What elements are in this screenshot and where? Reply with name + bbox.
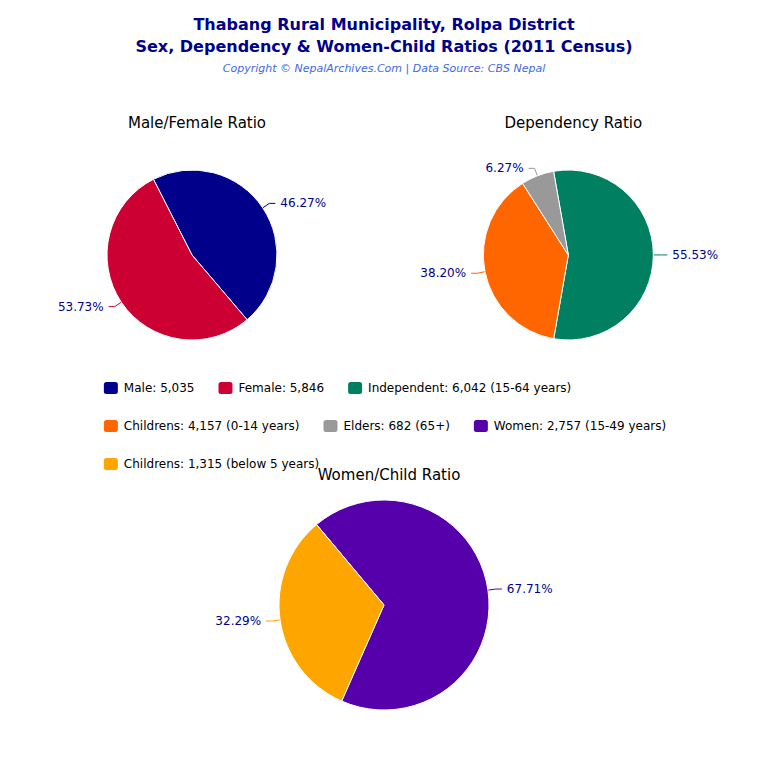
svg-text:Women/Child Ratio: Women/Child Ratio — [318, 466, 461, 484]
svg-text:Thabang Rural Municipality, Ro: Thabang Rural Municipality, Rolpa Distri… — [193, 15, 574, 34]
svg-text:38.20%: 38.20% — [420, 266, 466, 280]
svg-text:Women: 2,757 (15-49 years): Women: 2,757 (15-49 years) — [494, 419, 666, 433]
svg-text:Male: 5,035: Male: 5,035 — [124, 381, 195, 395]
svg-text:32.29%: 32.29% — [215, 614, 261, 628]
svg-text:Female: 5,846: Female: 5,846 — [238, 381, 324, 395]
svg-text:55.53%: 55.53% — [672, 248, 718, 262]
svg-text:Childrens: 1,315 (below 5 year: Childrens: 1,315 (below 5 years) — [124, 457, 319, 471]
svg-text:53.73%: 53.73% — [58, 300, 104, 314]
svg-text:Dependency Ratio: Dependency Ratio — [504, 114, 642, 132]
svg-text:Elders: 682 (65+): Elders: 682 (65+) — [343, 419, 449, 433]
svg-text:6.27%: 6.27% — [485, 161, 523, 175]
svg-text:46.27%: 46.27% — [280, 196, 326, 210]
svg-text:Copyright © NepalArchives.Com: Copyright © NepalArchives.Com | Data Sou… — [223, 62, 545, 75]
svg-text:Independent: 6,042 (15-64 year: Independent: 6,042 (15-64 years) — [368, 381, 571, 395]
svg-text:Male/Female Ratio: Male/Female Ratio — [128, 114, 266, 132]
svg-text:67.71%: 67.71% — [507, 582, 553, 596]
svg-text:Sex, Dependency & Women-Child: Sex, Dependency & Women-Child Ratios (20… — [135, 37, 632, 56]
svg-text:Childrens: 4,157 (0-14 years): Childrens: 4,157 (0-14 years) — [124, 419, 300, 433]
